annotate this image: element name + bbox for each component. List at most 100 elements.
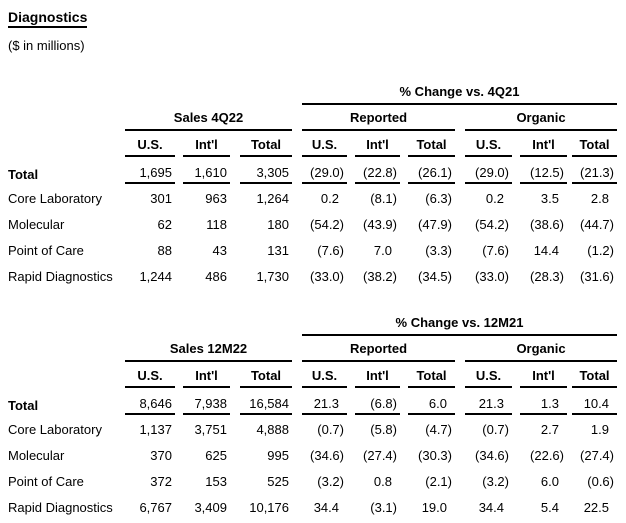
col-header-organic-us: U.S. [465, 137, 512, 157]
row-label-spacer [8, 154, 125, 157]
value-cell: (0.7) [317, 422, 344, 437]
reported-header: Reported [302, 110, 455, 131]
value-cell: (29.0) [465, 165, 512, 184]
value-cell: 963 [205, 191, 227, 206]
organic-header: Organic [465, 110, 617, 131]
value-cell: 5.4 [540, 500, 559, 515]
value-cell: 43 [212, 243, 227, 258]
value-cell: 6.0 [408, 396, 455, 415]
value-cell: 525 [267, 474, 289, 489]
value-cell: (7.6) [482, 243, 509, 258]
value-cell: 1.3 [520, 396, 567, 415]
row-label: Total [8, 167, 39, 182]
col-header-reported-intl: Int'l [355, 368, 400, 388]
table-row-total: Total 8,646 7,938 16,584 21.3 (6.8) 6.0 … [8, 388, 626, 415]
value-cell: 3,751 [194, 422, 227, 437]
value-cell: (38.2) [363, 269, 397, 284]
value-cell: 0.8 [373, 474, 392, 489]
col-header-sales-us: U.S. [125, 368, 175, 388]
group-header-row: Sales 12M22 Reported Organic [8, 336, 626, 362]
table-row: Core Laboratory 301 963 1,264 0.2 (8.1) … [8, 184, 626, 210]
value-cell: (7.6) [317, 243, 344, 258]
value-cell: 995 [267, 448, 289, 463]
value-cell: 1,695 [125, 165, 175, 184]
value-cell: 19.0 [421, 500, 447, 515]
value-cell: (54.2) [475, 217, 509, 232]
value-cell: 88 [157, 243, 172, 258]
value-cell: (30.3) [418, 448, 452, 463]
col-header-reported-us: U.S. [302, 368, 347, 388]
column-header-row: U.S. Int'l Total U.S. Int'l Total U.S. I… [8, 131, 626, 157]
change-header-row: % Change vs. 12M21 [8, 306, 626, 336]
value-cell: 2.8 [590, 191, 609, 206]
value-cell: 370 [150, 448, 172, 463]
row-label: Core Laboratory [8, 191, 102, 206]
value-cell: 1,264 [256, 191, 289, 206]
value-cell: 7,938 [183, 396, 230, 415]
value-cell: 1,730 [256, 269, 289, 284]
value-cell: (26.1) [408, 165, 455, 184]
reported-header: Reported [302, 341, 455, 362]
row-label: Rapid Diagnostics [8, 269, 113, 284]
value-cell: 1,244 [139, 269, 172, 284]
value-cell: (33.0) [310, 269, 344, 284]
row-label: Molecular [8, 448, 65, 463]
value-cell: 625 [205, 448, 227, 463]
value-cell: (8.1) [370, 191, 397, 206]
value-cell: 1,137 [139, 422, 172, 437]
table-row: Point of Care 372 153 525 (3.2) 0.8 (2.1… [8, 467, 626, 493]
row-label: Total [8, 398, 39, 413]
sales-12m22-header: Sales 12M22 [125, 341, 292, 362]
value-cell: 21.3 [465, 396, 512, 415]
col-header-sales-total: Total [240, 137, 292, 157]
value-cell: 372 [150, 474, 172, 489]
value-cell: 7.0 [373, 243, 392, 258]
change-header-row: % Change vs. 4Q21 [8, 75, 626, 105]
sales-table-12m22: % Change vs. 12M21 Sales 12M22 Reported … [8, 306, 626, 519]
value-cell: (4.7) [425, 422, 452, 437]
value-cell: 22.5 [583, 500, 609, 515]
value-cell: (38.6) [530, 217, 564, 232]
value-cell: (28.3) [530, 269, 564, 284]
col-header-reported-us: U.S. [302, 137, 347, 157]
value-cell: 6,767 [139, 500, 172, 515]
page-title: Diagnostics [8, 9, 626, 28]
value-cell: 6.0 [540, 474, 559, 489]
sales-4q22-header: Sales 4Q22 [125, 110, 292, 131]
value-cell: 4,888 [256, 422, 289, 437]
row-label: Point of Care [8, 474, 84, 489]
value-cell: 0.2 [320, 191, 339, 206]
value-cell: 3,409 [194, 500, 227, 515]
col-header-sales-intl: Int'l [183, 368, 230, 388]
value-cell: 2.7 [540, 422, 559, 437]
group-header-row: Sales 4Q22 Reported Organic [8, 105, 626, 131]
row-label: Molecular [8, 217, 65, 232]
value-cell: 34.4 [478, 500, 504, 515]
value-cell: (27.4) [580, 448, 614, 463]
value-cell: 1,610 [183, 165, 230, 184]
value-cell: (21.3) [572, 165, 617, 184]
value-cell: (0.6) [587, 474, 614, 489]
value-cell: (43.9) [363, 217, 397, 232]
col-header-reported-intl: Int'l [355, 137, 400, 157]
value-cell: (2.1) [425, 474, 452, 489]
col-header-sales-us: U.S. [125, 137, 175, 157]
value-cell: (44.7) [580, 217, 614, 232]
col-header-sales-total: Total [240, 368, 292, 388]
table-row: Core Laboratory 1,137 3,751 4,888 (0.7) … [8, 415, 626, 441]
table-row: Rapid Diagnostics 6,767 3,409 10,176 34.… [8, 493, 626, 519]
value-cell: (22.6) [530, 448, 564, 463]
value-cell: (54.2) [310, 217, 344, 232]
value-cell: (34.6) [310, 448, 344, 463]
value-cell: 486 [205, 269, 227, 284]
value-cell: 118 [206, 217, 227, 232]
value-cell: (34.6) [475, 448, 509, 463]
row-label: Point of Care [8, 243, 84, 258]
value-cell: 16,584 [240, 396, 292, 415]
value-cell: 3,305 [240, 165, 292, 184]
value-cell: 10.4 [572, 396, 617, 415]
value-cell: (29.0) [302, 165, 347, 184]
value-cell: 180 [267, 217, 289, 232]
value-cell: 1.9 [590, 422, 609, 437]
